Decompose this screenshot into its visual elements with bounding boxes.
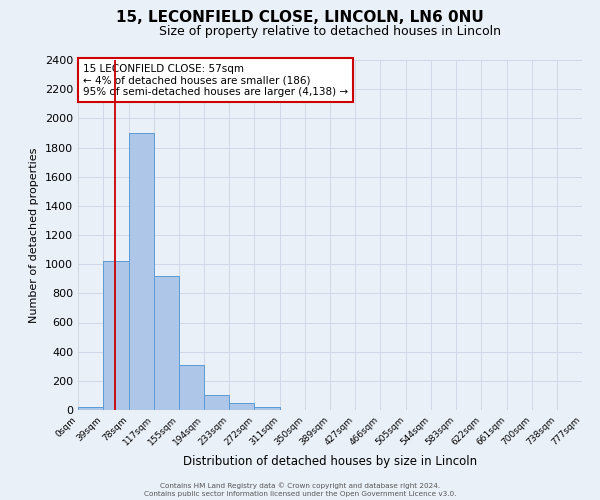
Bar bbox=[204, 394, 229, 410]
Bar bbox=[229, 402, 254, 410]
X-axis label: Distribution of detached houses by size in Lincoln: Distribution of detached houses by size … bbox=[183, 456, 477, 468]
Text: 15, LECONFIELD CLOSE, LINCOLN, LN6 0NU: 15, LECONFIELD CLOSE, LINCOLN, LN6 0NU bbox=[116, 10, 484, 25]
Text: 15 LECONFIELD CLOSE: 57sqm
← 4% of detached houses are smaller (186)
95% of semi: 15 LECONFIELD CLOSE: 57sqm ← 4% of detac… bbox=[83, 64, 348, 96]
Bar bbox=[128, 133, 154, 410]
Title: Size of property relative to detached houses in Lincoln: Size of property relative to detached ho… bbox=[159, 25, 501, 38]
Y-axis label: Number of detached properties: Number of detached properties bbox=[29, 148, 40, 322]
Text: Contains public sector information licensed under the Open Government Licence v3: Contains public sector information licen… bbox=[144, 491, 456, 497]
Bar bbox=[103, 261, 128, 410]
Text: Contains HM Land Registry data © Crown copyright and database right 2024.: Contains HM Land Registry data © Crown c… bbox=[160, 482, 440, 489]
Bar bbox=[154, 276, 179, 410]
Bar bbox=[254, 407, 280, 410]
Bar bbox=[179, 365, 204, 410]
Bar bbox=[78, 407, 103, 410]
